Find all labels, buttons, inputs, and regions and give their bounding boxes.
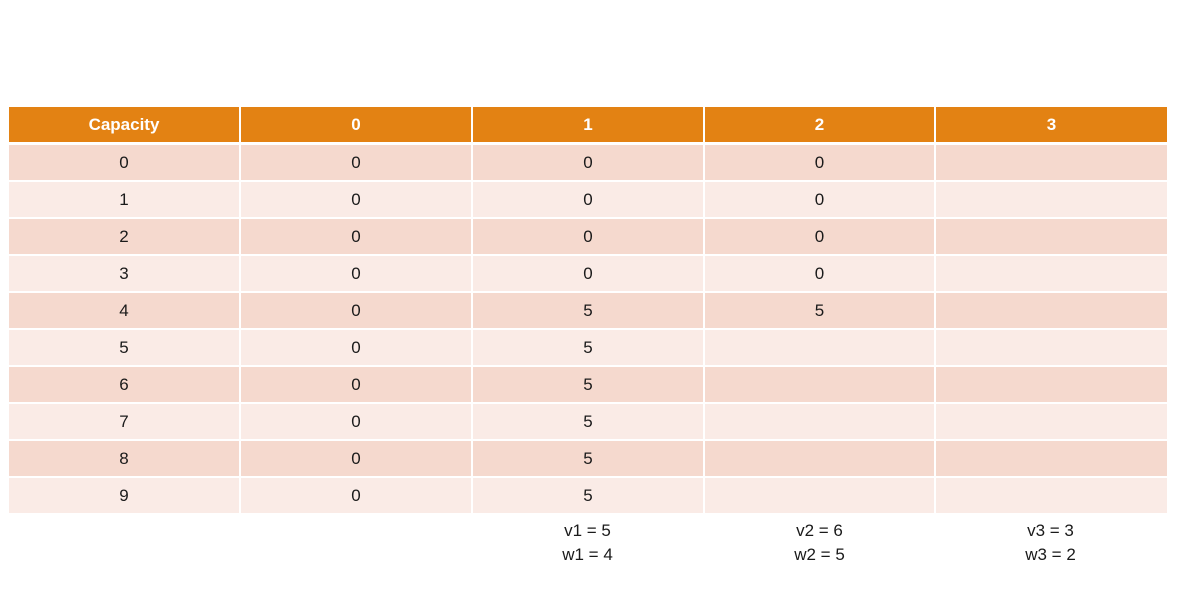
table-cell: 5 — [704, 291, 936, 329]
table-row: 5 0 5 — [9, 328, 1167, 366]
table-cell — [935, 402, 1167, 440]
item-2-weight: w2 = 5 — [794, 545, 845, 564]
item-1-label: v1 = 5 w1 = 4 — [472, 519, 703, 567]
table-row: 8 0 5 — [9, 439, 1167, 477]
item-labels: v1 = 5 w1 = 4 v2 = 6 w2 = 5 v3 = 3 w3 = … — [9, 519, 1167, 571]
table-cell: 0 — [704, 254, 936, 292]
table-row: 3 0 0 0 — [9, 254, 1167, 292]
item-1-weight: w1 = 4 — [562, 545, 613, 564]
table-cell: 0 — [240, 365, 473, 403]
table-cell: 5 — [472, 402, 705, 440]
item-3-label: v3 = 3 w3 = 2 — [935, 519, 1166, 567]
table-cell: 0 — [472, 217, 705, 255]
table-cell: 0 — [240, 180, 473, 218]
header-item-2: 2 — [704, 107, 936, 145]
table-cell: 0 — [240, 291, 473, 329]
header-row: Capacity 0 1 2 3 — [9, 107, 1167, 145]
table-cell: 0 — [240, 476, 473, 513]
table-cell: 0 — [240, 217, 473, 255]
table-row: 7 0 5 — [9, 402, 1167, 440]
table-cell: 0 — [704, 217, 936, 255]
item-1-value: v1 = 5 — [564, 521, 611, 540]
table-cell: 0 — [472, 254, 705, 292]
header-item-0: 0 — [240, 107, 473, 145]
table-cell — [704, 439, 936, 477]
table-row: 6 0 5 — [9, 365, 1167, 403]
table-cell: 5 — [472, 476, 705, 513]
header-capacity: Capacity — [9, 107, 241, 145]
table-cell: 0 — [240, 143, 473, 181]
table-cell — [704, 365, 936, 403]
table-cell — [935, 180, 1167, 218]
table-cell — [704, 476, 936, 513]
table-cell — [935, 439, 1167, 477]
table-cell: 9 — [9, 476, 241, 513]
table-cell — [935, 365, 1167, 403]
header-item-3: 3 — [935, 107, 1167, 145]
table-cell: 0 — [472, 180, 705, 218]
table-cell: 5 — [472, 291, 705, 329]
table-cell — [935, 143, 1167, 181]
table-cell: 0 — [240, 328, 473, 366]
item-2-value: v2 = 6 — [796, 521, 843, 540]
table-cell — [935, 291, 1167, 329]
table-cell: 0 — [240, 254, 473, 292]
table-cell: 5 — [472, 439, 705, 477]
table-row: 9 0 5 — [9, 476, 1167, 513]
table-cell — [704, 328, 936, 366]
table-cell: 2 — [9, 217, 241, 255]
table-cell: 1 — [9, 180, 241, 218]
table-cell: 5 — [9, 328, 241, 366]
table-cell — [935, 254, 1167, 292]
table-cell: 0 — [472, 143, 705, 181]
table-row: 0 0 0 0 — [9, 143, 1167, 181]
table-cell: 3 — [9, 254, 241, 292]
table-row: 4 0 5 5 — [9, 291, 1167, 329]
item-3-weight: w3 = 2 — [1025, 545, 1076, 564]
table-cell: 0 — [704, 180, 936, 218]
table-cell: 0 — [704, 143, 936, 181]
table-cell: 0 — [9, 143, 241, 181]
item-2-label: v2 = 6 w2 = 5 — [704, 519, 935, 567]
table-cell — [935, 476, 1167, 513]
header-item-1: 1 — [472, 107, 705, 145]
dp-table: Capacity 0 1 2 3 0 0 0 0 1 0 0 0 — [9, 107, 1167, 513]
table-cell — [935, 328, 1167, 366]
table-cell: 4 — [9, 291, 241, 329]
table-cell: 0 — [240, 439, 473, 477]
table-cell: 6 — [9, 365, 241, 403]
table-row: 1 0 0 0 — [9, 180, 1167, 218]
item-3-value: v3 = 3 — [1027, 521, 1074, 540]
table-row: 2 0 0 0 — [9, 217, 1167, 255]
table-cell: 0 — [240, 402, 473, 440]
table-cell — [935, 217, 1167, 255]
table-cell — [704, 402, 936, 440]
table-cell: 8 — [9, 439, 241, 477]
table-cell: 7 — [9, 402, 241, 440]
table-cell: 5 — [472, 328, 705, 366]
table-cell: 5 — [472, 365, 705, 403]
